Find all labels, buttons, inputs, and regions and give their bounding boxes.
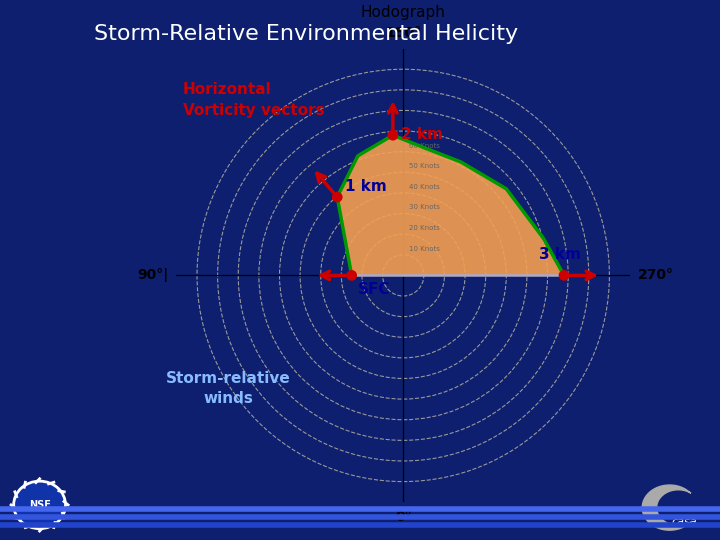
Circle shape — [16, 483, 63, 527]
Text: 10 Knots: 10 Knots — [410, 246, 440, 252]
Text: 180°: 180° — [385, 26, 421, 40]
Text: 40 Knots: 40 Knots — [410, 184, 440, 190]
Text: 30 Knots: 30 Knots — [410, 205, 440, 211]
Point — [558, 271, 570, 280]
Polygon shape — [642, 485, 691, 530]
Text: Storm-Relative Environmental Helicity: Storm-Relative Environmental Helicity — [94, 24, 518, 44]
Point — [387, 131, 399, 139]
Text: 2 km: 2 km — [401, 127, 443, 143]
Text: 3 km: 3 km — [539, 247, 581, 262]
Text: 0°: 0° — [395, 510, 412, 524]
Text: 50 Knots: 50 Knots — [410, 163, 440, 169]
Text: Horizontal
Vorticity vectors: Horizontal Vorticity vectors — [183, 82, 324, 118]
Text: casa: casa — [671, 517, 697, 528]
Text: Hodograph: Hodograph — [361, 5, 446, 20]
Point — [331, 193, 343, 201]
Text: NSF: NSF — [29, 500, 50, 510]
Text: SFC: SFC — [358, 282, 390, 297]
Text: 270°: 270° — [638, 268, 674, 282]
Text: 60 Knots: 60 Knots — [410, 143, 440, 148]
Text: 20 Knots: 20 Knots — [410, 225, 440, 231]
Text: 1 km: 1 km — [346, 179, 387, 194]
Point — [346, 271, 357, 280]
Text: 90°|: 90°| — [137, 268, 168, 282]
Text: Storm-relative
winds: Storm-relative winds — [166, 372, 290, 406]
Polygon shape — [337, 135, 564, 275]
